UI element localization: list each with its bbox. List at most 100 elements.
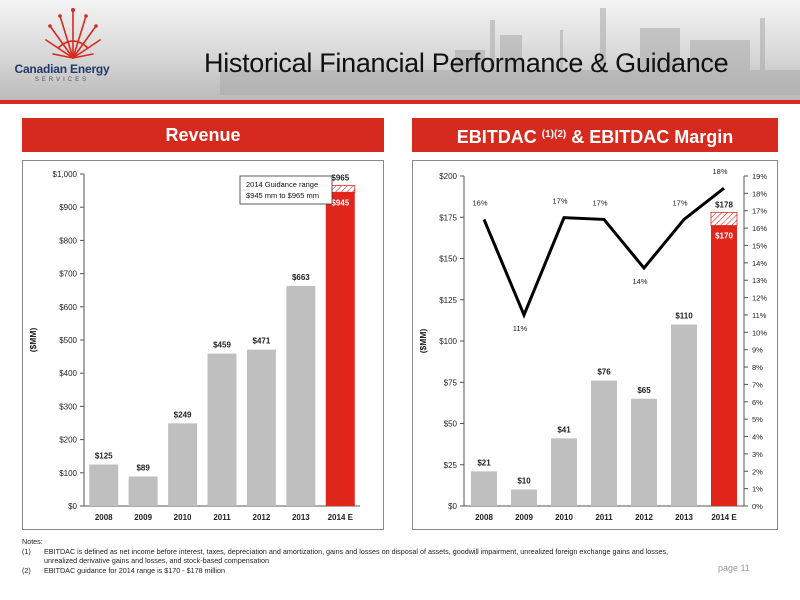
- x-tick-label: 2010: [174, 513, 192, 522]
- x-tick-label: 2011: [595, 513, 613, 522]
- bar-value-label: $249: [174, 410, 192, 419]
- bar: [551, 438, 577, 506]
- secondary-y-tick-label: 0%: [752, 502, 763, 511]
- bar: [89, 464, 119, 506]
- ebitdac-heading: EBITDAC (1)(2) & EBITDAC Margin: [412, 118, 778, 152]
- margin-data-label: 17%: [672, 198, 687, 207]
- x-tick-label: 2011: [213, 513, 231, 522]
- footnote-2: (2) EBITDAC guidance for 2014 range is $…: [22, 566, 702, 576]
- footnote-1-number: (1): [22, 546, 31, 556]
- ebitdac-heading-text: EBITDAC: [456, 127, 537, 147]
- margin-line: [482, 186, 725, 319]
- ebitdac-chart: $0 $25 $50 $75 $100 $125 $150 $175 $200 ($MM) $21 2…: [412, 160, 778, 530]
- bar-value-label: $170: [715, 232, 733, 241]
- x-tick-label: 2008: [95, 513, 113, 522]
- ebitdac-heading-rest: & EBITDAC Margin: [571, 127, 734, 147]
- bar-value-label: $65: [637, 386, 651, 395]
- y-tick-label: $50: [444, 420, 458, 429]
- bar: [671, 324, 697, 506]
- bar-value-label: $41: [557, 425, 571, 434]
- margin-data-label: 17%: [552, 197, 567, 206]
- footnote-1-text: EBITDAC is defined as net income before …: [44, 546, 669, 566]
- x-tick-label: 2013: [292, 513, 310, 522]
- bar: [591, 380, 617, 506]
- bar: [711, 225, 737, 506]
- bar: [207, 353, 237, 506]
- revenue-heading-text: Revenue: [165, 125, 241, 145]
- secondary-y-tick-label: 5%: [752, 415, 763, 424]
- secondary-y-tick-label: 8%: [752, 363, 763, 372]
- x-tick-label: 2013: [675, 513, 693, 522]
- y-tick-label: $0: [68, 502, 77, 511]
- canadian-energy-logo: [45, 8, 101, 59]
- bar-value-label: $125: [95, 452, 113, 461]
- x-tick-label: 2014 E: [328, 513, 354, 522]
- secondary-y-tick-label: 16%: [752, 224, 767, 233]
- y-tick-label: $500: [59, 336, 77, 345]
- page-number: page 11: [718, 563, 750, 573]
- footnote-2-text: EBITDAC guidance for 2014 range is $170 …: [44, 565, 225, 575]
- revenue-heading: Revenue: [22, 118, 384, 152]
- bar: [631, 398, 657, 506]
- y-tick-label: $700: [59, 270, 77, 279]
- bar-value-label: $10: [517, 477, 531, 486]
- secondary-y-tick-label: 14%: [752, 259, 767, 268]
- secondary-y-tick-label: 7%: [752, 380, 763, 389]
- margin-data-label: 14%: [632, 277, 647, 286]
- y-tick-label: $100: [439, 337, 457, 346]
- bar-value-label: $663: [292, 273, 310, 282]
- bar: [246, 349, 276, 506]
- annotation-line-1: 2014 Guidance range: [246, 180, 318, 189]
- margin-data-label: 17%: [592, 198, 607, 207]
- secondary-y-tick-label: 10%: [752, 328, 767, 337]
- y-tick-label: $200: [439, 172, 457, 181]
- y-tick-label: $400: [59, 369, 77, 378]
- y-tick-label: $200: [59, 436, 77, 445]
- revenue-chart: $0 $100 $200 $300 $400 $500 $600 $700 $800 $900 $1…: [22, 160, 384, 530]
- secondary-y-tick-label: 15%: [752, 241, 767, 250]
- y-tick-label: $150: [439, 255, 457, 264]
- footnotes: Notes: (1) EBITDAC is defined as net inc…: [22, 537, 702, 575]
- secondary-y-tick-label: 2%: [752, 467, 763, 476]
- x-tick-label: 2012: [253, 513, 271, 522]
- bar: [168, 423, 198, 506]
- secondary-y-tick-label: 18%: [752, 189, 767, 198]
- secondary-y-tick-label: 13%: [752, 276, 767, 285]
- y-tick-label: $0: [448, 502, 457, 511]
- secondary-y-tick-label: 12%: [752, 294, 767, 303]
- bar: [471, 471, 497, 506]
- bar: [325, 192, 355, 506]
- y-tick-label: $75: [444, 378, 458, 387]
- margin-data-label: 11%: [513, 324, 528, 333]
- guidance-annotation: 2014 Guidance range $945 mm to $965 mm: [239, 175, 333, 205]
- secondary-y-tick-label: 3%: [752, 450, 763, 459]
- notes-title: Notes:: [22, 537, 43, 546]
- annotation-box: [239, 175, 333, 205]
- logo-name: Canadian Energy: [14, 62, 110, 76]
- margin-data-label: 18%: [712, 167, 727, 176]
- guidance-top-label: $178: [715, 200, 733, 209]
- ebitdac-heading-footnote: (1)(2): [541, 129, 567, 140]
- guidance-top-label: $965: [331, 174, 349, 183]
- y-tick-label: $600: [59, 303, 77, 312]
- y-tick-label: $800: [59, 236, 77, 245]
- secondary-y-tick-label: 11%: [752, 311, 767, 320]
- header-divider: [0, 100, 800, 104]
- industrial-background-image: [220, 8, 800, 95]
- bar-value-label: $459: [213, 341, 231, 350]
- page-title: Historical Financial Performance & Guida…: [204, 48, 729, 78]
- y-tick-label: $1,000: [53, 170, 78, 179]
- bar-value-label: $89: [136, 463, 150, 472]
- x-tick-label: 2008: [475, 513, 493, 522]
- x-tick-label: 2012: [635, 513, 653, 522]
- bar: [286, 285, 316, 506]
- y-tick-label: $300: [59, 402, 77, 411]
- x-tick-label: 2010: [555, 513, 573, 522]
- y-tick-label: $100: [59, 469, 77, 478]
- guidance-range-bar: [710, 211, 738, 226]
- bar-value-label: $110: [675, 312, 693, 321]
- secondary-y-tick-label: 19%: [752, 172, 767, 181]
- x-tick-label: 2014 E: [711, 513, 737, 522]
- footnote-2-number: (2): [22, 565, 31, 575]
- margin-data-label: 16%: [472, 198, 487, 207]
